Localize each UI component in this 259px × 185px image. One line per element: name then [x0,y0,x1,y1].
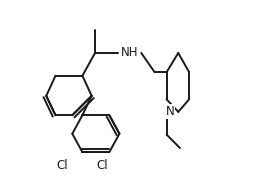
Text: Cl: Cl [56,159,68,172]
Text: N: N [166,105,174,118]
Text: Cl: Cl [97,159,109,172]
Text: NH: NH [121,46,138,59]
